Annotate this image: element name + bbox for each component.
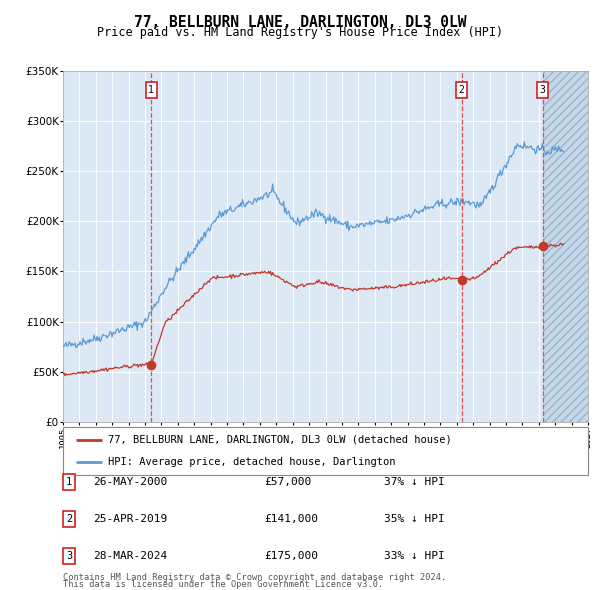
Text: 1: 1: [148, 85, 154, 95]
Text: 77, BELLBURN LANE, DARLINGTON, DL3 0LW (detached house): 77, BELLBURN LANE, DARLINGTON, DL3 0LW (…: [107, 435, 451, 445]
Text: 28-MAR-2024: 28-MAR-2024: [93, 552, 167, 561]
Text: 37% ↓ HPI: 37% ↓ HPI: [384, 477, 445, 487]
Bar: [542, 71, 588, 422]
Text: £141,000: £141,000: [264, 514, 318, 524]
Text: This data is licensed under the Open Government Licence v3.0.: This data is licensed under the Open Gov…: [63, 580, 383, 589]
Text: 33% ↓ HPI: 33% ↓ HPI: [384, 552, 445, 561]
Text: HPI: Average price, detached house, Darlington: HPI: Average price, detached house, Darl…: [107, 457, 395, 467]
Text: 3: 3: [66, 552, 72, 561]
FancyBboxPatch shape: [63, 427, 588, 475]
Text: 26-MAY-2000: 26-MAY-2000: [93, 477, 167, 487]
Text: 3: 3: [539, 85, 545, 95]
Text: £175,000: £175,000: [264, 552, 318, 561]
Text: 25-APR-2019: 25-APR-2019: [93, 514, 167, 524]
Text: Price paid vs. HM Land Registry's House Price Index (HPI): Price paid vs. HM Land Registry's House …: [97, 26, 503, 39]
Text: Contains HM Land Registry data © Crown copyright and database right 2024.: Contains HM Land Registry data © Crown c…: [63, 572, 446, 582]
Text: 35% ↓ HPI: 35% ↓ HPI: [384, 514, 445, 524]
Text: £57,000: £57,000: [264, 477, 311, 487]
Text: 2: 2: [66, 514, 72, 524]
Text: 1: 1: [66, 477, 72, 487]
Text: 2: 2: [458, 85, 464, 95]
Text: 77, BELLBURN LANE, DARLINGTON, DL3 0LW: 77, BELLBURN LANE, DARLINGTON, DL3 0LW: [134, 15, 466, 30]
